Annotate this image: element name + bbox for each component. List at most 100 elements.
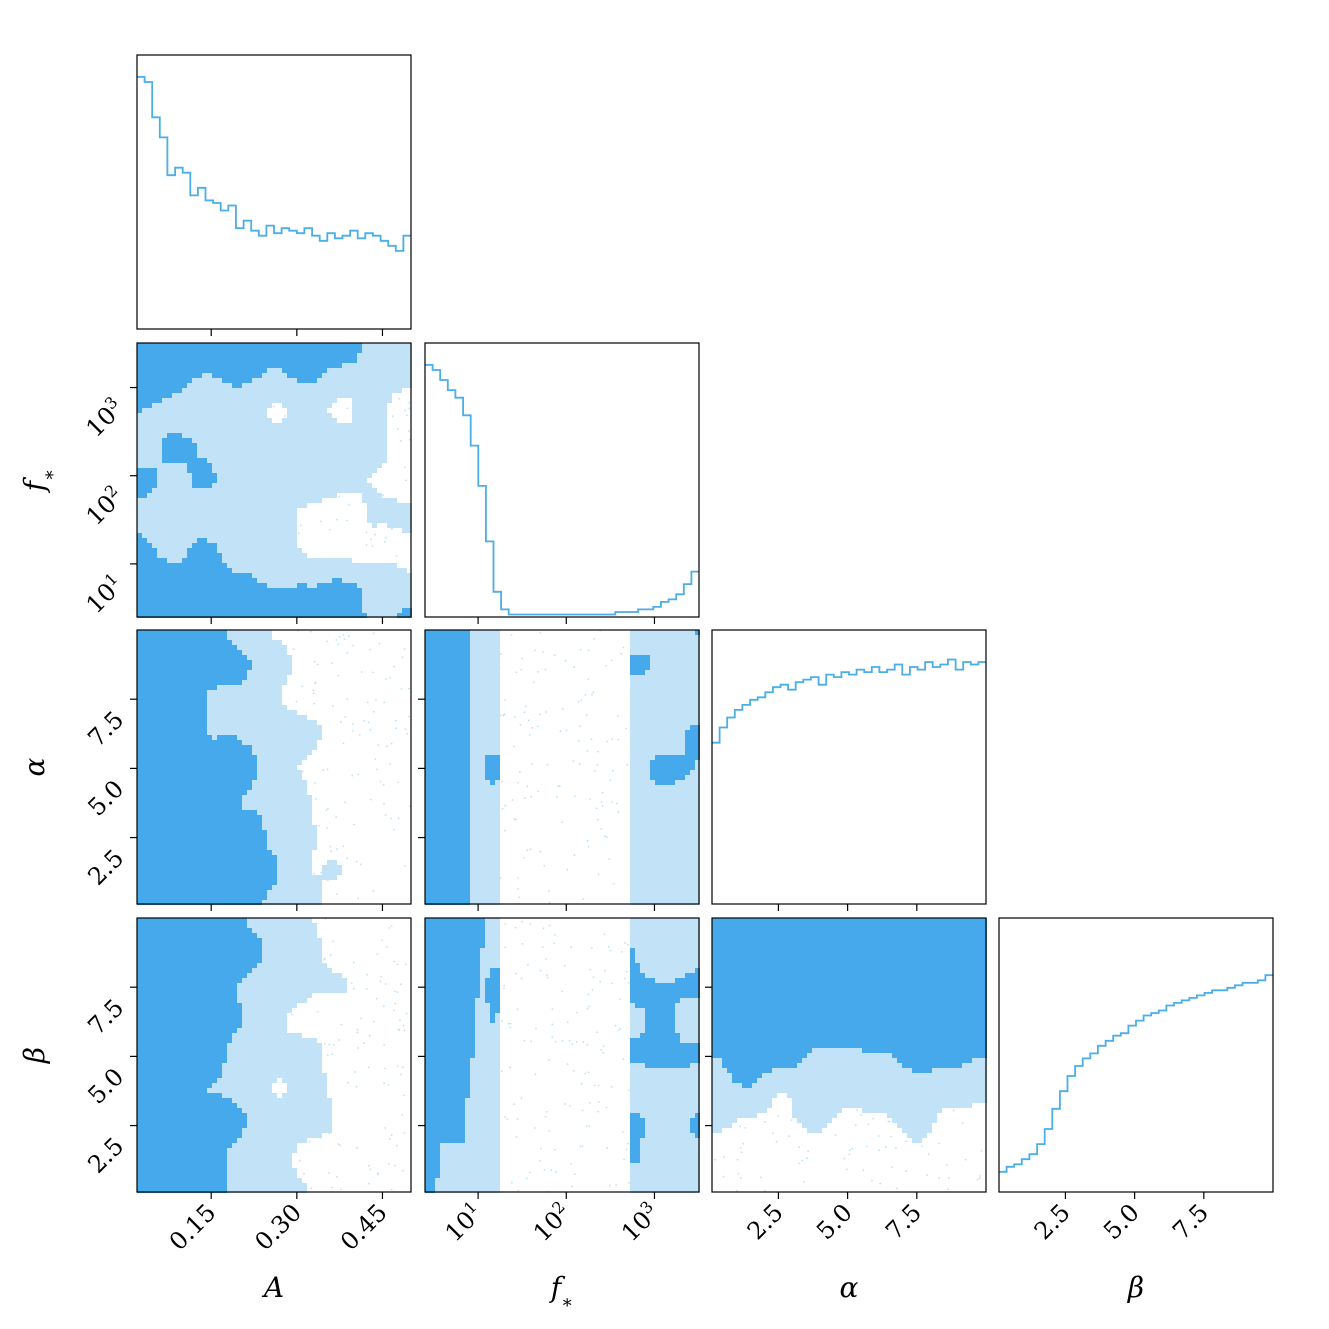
sample-point <box>543 864 546 867</box>
sample-point <box>580 699 583 701</box>
sample-point <box>596 1031 598 1034</box>
sample-point <box>408 715 410 718</box>
marginal-f* <box>424 342 700 618</box>
sample-point <box>531 727 533 729</box>
sample-point <box>625 727 627 730</box>
sample-point <box>509 1022 512 1025</box>
y-tick-label: 101 <box>79 569 129 619</box>
sample-point <box>867 1123 870 1126</box>
sample-point <box>573 854 576 857</box>
sample-point <box>625 1148 628 1151</box>
sample-point <box>887 1120 890 1123</box>
sample-point <box>596 764 599 766</box>
sample-point <box>393 1009 395 1012</box>
sample-point <box>394 1164 396 1167</box>
sample-point <box>736 1189 738 1192</box>
sample-point <box>393 665 395 668</box>
sample-point <box>383 701 386 704</box>
sample-point <box>327 807 329 810</box>
sample-point <box>559 730 562 733</box>
sample-point <box>403 466 406 469</box>
sample-point <box>503 987 505 990</box>
sample-point <box>612 882 615 885</box>
sample-point <box>348 504 350 506</box>
marginal-beta <box>998 917 1274 1193</box>
sample-point <box>313 660 316 663</box>
sample-point <box>862 1169 865 1172</box>
sample-point <box>586 839 589 842</box>
sample-point <box>370 538 373 541</box>
sample-point <box>606 1147 608 1149</box>
sample-point <box>542 651 545 653</box>
sample-point <box>393 828 395 831</box>
x-tick-label: 103 <box>614 1197 664 1247</box>
sample-point <box>532 681 535 683</box>
sample-point <box>609 949 612 952</box>
sample-point <box>589 968 592 971</box>
sample-point <box>397 781 399 784</box>
sample-point <box>927 1153 930 1156</box>
sample-point <box>849 1149 851 1152</box>
sample-point <box>385 677 387 680</box>
sample-point <box>599 980 602 983</box>
sample-point <box>384 1127 387 1129</box>
sample-point <box>580 1082 583 1085</box>
sample-point <box>573 666 576 668</box>
sample-point <box>714 1158 716 1161</box>
x-tick-label: 101 <box>438 1197 488 1247</box>
sample-point <box>517 1189 520 1192</box>
sample-point <box>878 1149 881 1152</box>
sample-point <box>872 1117 875 1120</box>
sample-point <box>367 721 370 724</box>
sample-point <box>885 1146 887 1148</box>
sample-point <box>577 739 580 742</box>
histogram-step-line <box>712 658 986 744</box>
sample-point <box>339 1188 342 1191</box>
panel-alpha-vs-A <box>136 629 412 905</box>
sample-point <box>301 770 304 773</box>
sample-point <box>521 657 524 660</box>
sample-point <box>297 532 300 535</box>
sample-point <box>500 653 502 655</box>
sample-point <box>520 977 523 980</box>
sample-point <box>369 728 372 731</box>
sample-point <box>312 692 315 695</box>
sample-point <box>352 644 354 647</box>
sample-point <box>851 1147 854 1150</box>
y-tick-label: 2.5 <box>82 1132 129 1179</box>
sample-point <box>408 401 411 404</box>
sample-point <box>569 1105 572 1107</box>
sample-point <box>402 1024 405 1027</box>
sample-point <box>544 1115 547 1118</box>
sample-point <box>600 801 603 803</box>
sample-point <box>546 763 549 766</box>
sample-point <box>554 1171 557 1174</box>
sample-point <box>401 656 404 659</box>
sample-point <box>565 729 568 732</box>
sample-point <box>347 635 350 638</box>
sample-point <box>589 1102 591 1104</box>
sample-point <box>405 1012 408 1015</box>
sample-point <box>372 1020 375 1023</box>
sample-point <box>383 541 386 543</box>
sample-point <box>372 671 374 674</box>
sample-point <box>398 397 401 400</box>
contour-outer-fill <box>470 630 700 905</box>
sample-point <box>378 642 381 645</box>
sample-point <box>319 1136 321 1139</box>
sample-point <box>626 1142 629 1145</box>
sample-point <box>368 1164 370 1167</box>
sample-point <box>530 1040 532 1043</box>
sample-point <box>601 791 604 794</box>
sample-point <box>604 969 606 972</box>
contour-outer-fill <box>207 918 347 1193</box>
sample-point <box>401 1066 404 1069</box>
sample-point <box>332 940 335 943</box>
sample-point <box>318 825 320 827</box>
sample-point <box>501 780 504 783</box>
x-axis-label: β <box>1127 1271 1144 1304</box>
sample-point <box>539 850 542 853</box>
sample-point <box>606 740 608 743</box>
sample-point <box>365 544 368 546</box>
sample-point <box>295 700 298 703</box>
